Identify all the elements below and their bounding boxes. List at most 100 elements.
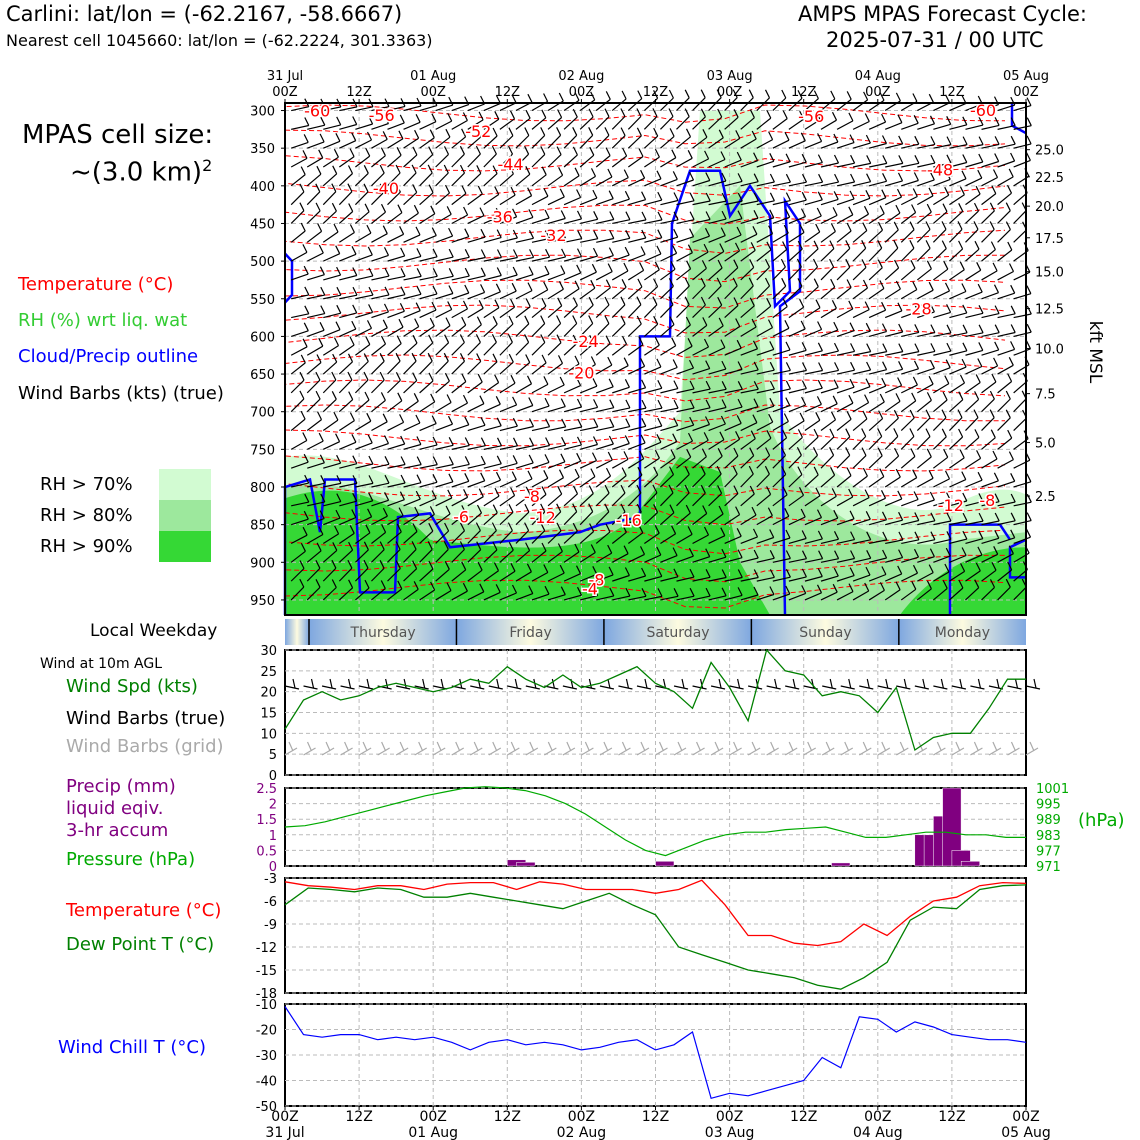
wind-barb-feather	[973, 409, 979, 418]
wind-barb-feather	[304, 474, 310, 484]
wind-barb	[579, 460, 597, 469]
wind-barb	[885, 143, 903, 149]
wind-barb-feather	[412, 523, 418, 532]
wind-barb-feather	[993, 472, 999, 482]
wind-barb-feather	[669, 316, 675, 325]
wind-barb-feather	[588, 108, 594, 118]
wind-barb-feather	[945, 171, 951, 180]
wind-barb	[547, 256, 566, 262]
wind-barb-feather	[448, 227, 454, 237]
wind-barb-feather	[479, 207, 485, 216]
wind-barb-feather	[975, 185, 981, 195]
wind-barb	[868, 247, 883, 262]
wind-barb-feather	[833, 342, 840, 352]
wind-barb-feather	[476, 504, 483, 514]
wind-barb-feather	[641, 379, 647, 389]
wind-barb-feather	[572, 315, 578, 324]
wind-barb	[338, 211, 354, 224]
wind-barb	[708, 158, 726, 168]
wind-barb-feather	[973, 202, 980, 212]
wind-barb-feather	[862, 467, 868, 477]
wind-barb-feather	[978, 305, 984, 314]
wind-barb	[885, 162, 903, 168]
wind-barb	[290, 191, 305, 206]
wind-barb	[676, 219, 695, 225]
wind-barb	[499, 495, 515, 507]
wind-barb-feather	[320, 116, 326, 126]
wind-barb	[756, 437, 772, 450]
wind-barb	[515, 135, 530, 149]
wind-barb-feather	[866, 361, 872, 371]
wind-barb-feather	[801, 191, 807, 201]
wind-barb	[852, 386, 871, 394]
wind-barb	[499, 135, 514, 149]
wind-barb	[290, 174, 306, 187]
wind-barb-feather	[541, 354, 547, 364]
wind10m-feather	[922, 678, 926, 689]
wind-barb-feather	[735, 506, 741, 515]
wind-barb-feather	[656, 546, 662, 556]
wind-barb-feather	[363, 165, 369, 174]
wind-barb-feather	[496, 417, 502, 427]
wind-barb-feather	[785, 173, 791, 183]
wind-barb-feather	[864, 113, 870, 122]
wind-speed-label: Wind Spd (kts)	[66, 676, 198, 697]
wind-barb	[884, 589, 901, 601]
wind-barb	[740, 369, 759, 375]
wind-barb-feather	[623, 169, 629, 178]
wind-barb	[660, 324, 675, 337]
wind-barb	[997, 160, 1015, 168]
wind-barb	[435, 444, 454, 450]
wind-barb-feather	[620, 484, 626, 494]
wind-barb-feather	[304, 117, 310, 126]
wind-barb-feather	[734, 242, 741, 252]
wind-barb	[772, 388, 791, 394]
wind-barb	[708, 116, 723, 130]
wind-barb	[451, 381, 467, 394]
wind-barb	[338, 344, 355, 356]
wind-barb	[772, 369, 791, 375]
wind-barb	[371, 399, 386, 413]
wind-barb-feather	[943, 260, 949, 270]
wind-barb	[483, 173, 498, 187]
wind-barb	[290, 273, 309, 281]
wind-barb-feather	[444, 522, 450, 532]
wind-barb-feather	[926, 203, 932, 213]
wind-barb-feather	[427, 541, 433, 550]
wind-barb-feather	[1005, 409, 1011, 419]
grid-barb	[933, 747, 946, 756]
wind-barb-feather	[685, 504, 691, 514]
wind-barb	[596, 443, 614, 450]
wind-barb	[451, 549, 465, 563]
wind-barb	[644, 387, 662, 394]
wind10m-feather	[588, 678, 592, 689]
wind-barb	[371, 549, 385, 563]
wind-barb	[933, 383, 950, 394]
wind-barb	[371, 482, 390, 488]
wind-barb-feather	[480, 472, 486, 482]
wind-barb	[836, 557, 855, 563]
wind-barb	[836, 350, 855, 356]
wind-barb-feather	[623, 545, 629, 554]
wind-barb-feather	[379, 353, 385, 362]
wind-barb	[900, 247, 915, 262]
wind-barb-feather	[879, 393, 885, 403]
wind-barb	[740, 388, 759, 394]
wind-barb	[772, 593, 790, 601]
wind-barb-feather	[1005, 390, 1011, 400]
wind-barb-feather	[331, 183, 337, 192]
wind-barb-feather	[320, 286, 326, 296]
wind-barb-feather	[524, 127, 530, 136]
grid-barb	[488, 747, 502, 756]
wind-barb-feather	[303, 510, 309, 520]
wind-barb	[917, 539, 936, 545]
wind-barb-feather	[845, 447, 851, 456]
wind-barb	[339, 253, 357, 262]
wind-barb	[355, 344, 371, 356]
wind-barb	[917, 477, 934, 488]
weekday-label: Sunday	[799, 625, 851, 641]
wind-barb	[419, 464, 438, 469]
wind-barb	[467, 172, 482, 187]
wind-barb-feather	[848, 300, 854, 310]
legend-temperature: Temperature (°C)	[18, 274, 174, 295]
